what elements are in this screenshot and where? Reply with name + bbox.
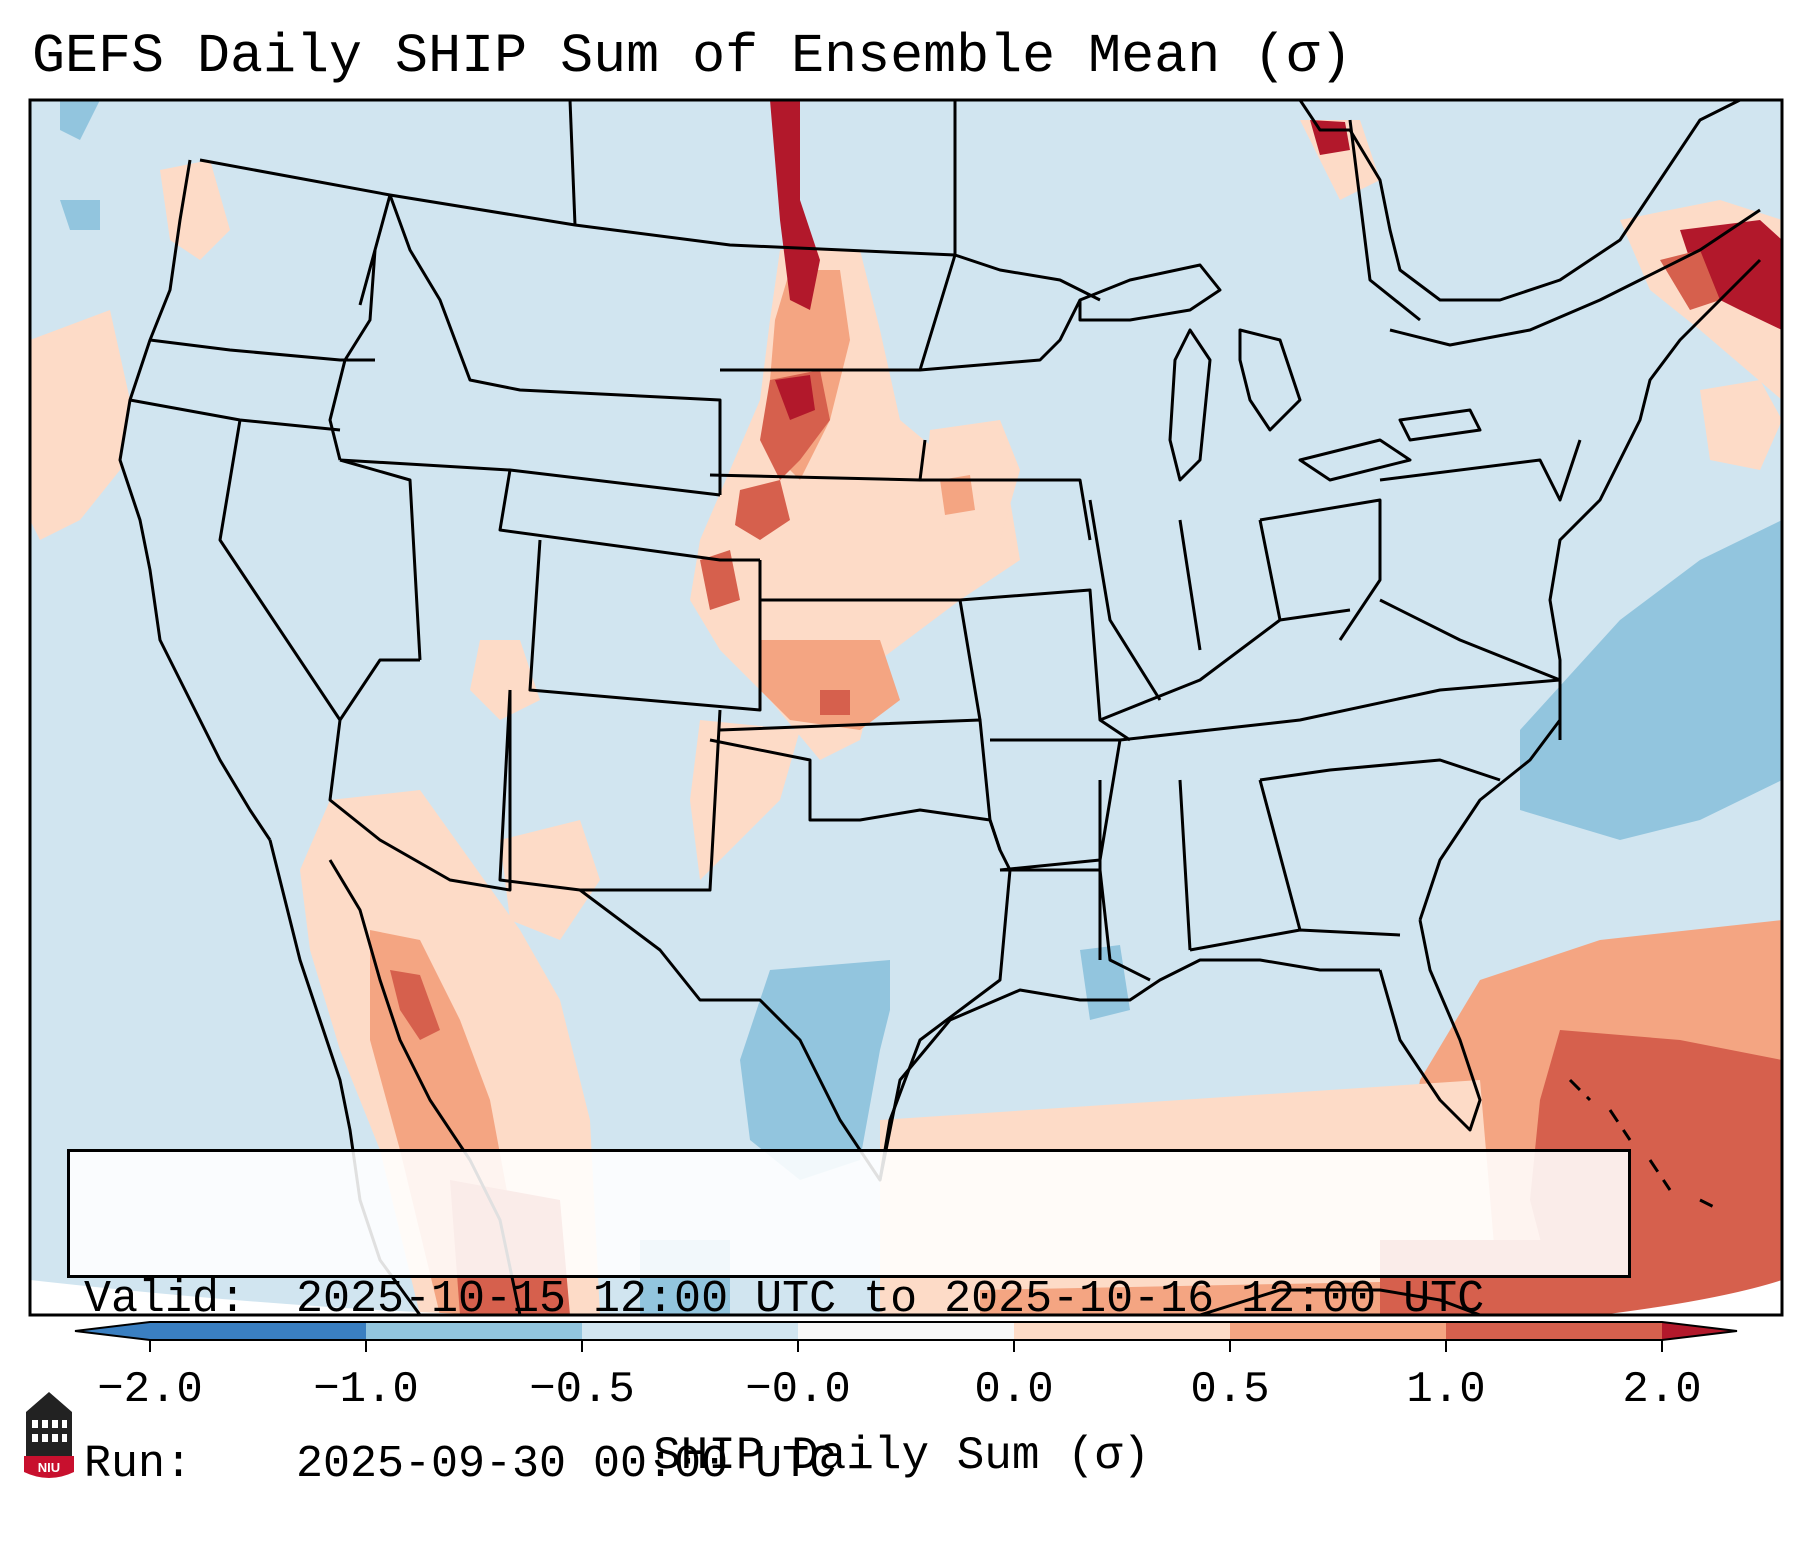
valid-value: 2025-10-15 12:00 UTC to 2025-10-16 12:00… [296,1274,1485,1325]
border-canada-east [1389,208,1761,347]
lake-huron [1238,328,1302,432]
colorbar-tick-label: −0.5 [529,1365,635,1415]
state-ky [1099,608,1351,722]
colorbar-tick-label: −2.0 [97,1365,203,1415]
colorbar-tick-label: 0.5 [1190,1365,1270,1415]
run-label: Run: [84,1439,193,1490]
colorbar-segment-4 [1014,1322,1230,1340]
colorbar-extend-high [1662,1322,1737,1340]
map-frame [28,98,1784,1317]
pos-patch-dakota-core2 [775,375,815,420]
pos-patch-westcoast [30,310,130,540]
colorbar [74,1321,1738,1352]
pos-patch-sw-core [390,970,440,1040]
state-wy-co [498,469,760,562]
border-prov-4 [1348,119,1421,322]
state-la [1000,868,1151,982]
colorbar-tick-label: 1.0 [1406,1365,1486,1415]
info-box: Valid: 2025-10-15 12:00 UTC to 2025-10-16… [67,1149,1631,1490]
valid-label: Valid: [84,1274,247,1325]
neg-patch-pacific2 [60,200,100,230]
colorbar-ticks [149,1340,1663,1352]
colorbar-segment-2 [582,1322,798,1340]
pos-patch-tx [500,820,600,940]
colorbar-tick-label: −1.0 [313,1365,419,1415]
state-oh [1259,498,1382,641]
state-mt [388,194,722,495]
state-mn [919,299,1082,372]
pos-patch-nebraska [735,480,790,540]
colorbar-extend-low [75,1322,150,1340]
colorbar-segment-1 [366,1322,582,1340]
coast-cuba [1199,1288,1481,1315]
coast-gulf [878,958,1380,1181]
out-of-domain-corner [30,1280,500,1315]
colorbar-tick-label: 2.0 [1622,1365,1702,1415]
pos-patch-az [470,640,540,720]
state-tn [1119,678,1561,742]
run-row: Run: 2025-09-30 00:00 UTC [84,1437,1614,1492]
state-ar [990,738,1122,872]
state-ms-al [1098,779,1302,960]
state-ga-fl [1189,928,1401,952]
colorbar-segment-5 [1230,1322,1446,1340]
state-ut [339,458,422,661]
pos-patch-kansas [760,640,900,730]
colorbar-label: SHIP Daily Sum (σ) [653,1430,1150,1482]
pos-patch-iowa2 [940,475,975,515]
state-mo [959,588,1131,742]
lake-superior [1078,263,1222,322]
state-il-in [1088,499,1282,701]
lake-michigan [1168,328,1212,482]
colorbar-tick-label: 0.0 [974,1365,1054,1415]
pos-patch-neb2 [700,550,740,610]
lake-erie [1298,438,1412,482]
out-of-domain-corner-right [1600,1280,1782,1315]
map-boundaries [118,100,1762,1315]
pos-patch-ne-mid [1660,250,1720,310]
colorbar-segment-6 [1446,1322,1662,1340]
state-co [528,539,762,712]
map-panel [30,100,1782,1315]
coast-east [1418,258,1762,921]
pos-patch-maine-east [1700,380,1782,470]
state-nv [218,419,342,721]
run-value: 2025-09-30 00:00 UTC [296,1439,837,1490]
state-ia [920,478,1092,541]
state-tx [579,738,1012,1182]
border-prov-2 [568,100,577,226]
pos-patch-plains-core [770,100,820,310]
neg-patch-atlantic [1520,520,1782,840]
state-sc-ga [1259,758,1501,782]
lake-ontario [1398,408,1482,442]
state-wa-or [149,338,375,362]
state-az [328,658,512,892]
state-id [328,249,377,461]
valid-row: Valid: 2025-10-15 12:00 UTC to 2025-10-16… [84,1272,1614,1327]
coast-hudson [1298,100,1741,302]
state-pa-ny [1379,439,1582,502]
coast-florida [1378,919,1482,1132]
colorbar-segment-3 [798,1322,1014,1340]
colorbar-tick-label: −0.0 [745,1365,851,1415]
colorbar-segment-0 [150,1322,366,1340]
coast-west [118,159,272,841]
logo-text: NIU [38,1460,60,1475]
niu-building-icon: NIU [24,1392,74,1478]
neg-patch-pacific [60,100,100,140]
map-title: GEFS Daily SHIP Sum of Ensemble Mean (σ) [32,25,1353,88]
pos-patch-kansas-core [820,690,850,715]
border-canada-us [199,158,1101,302]
